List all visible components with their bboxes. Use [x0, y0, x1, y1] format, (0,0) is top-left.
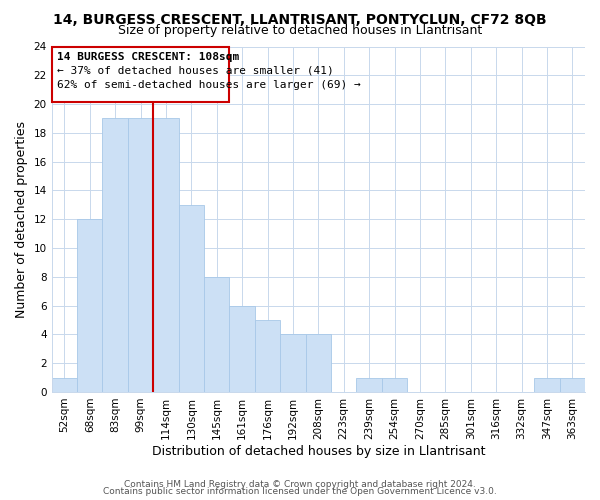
Bar: [560, 378, 585, 392]
Bar: [534, 378, 560, 392]
Text: 62% of semi-detached houses are larger (69) →: 62% of semi-detached houses are larger (…: [57, 80, 361, 90]
Text: Contains HM Land Registry data © Crown copyright and database right 2024.: Contains HM Land Registry data © Crown c…: [124, 480, 476, 489]
FancyBboxPatch shape: [52, 46, 229, 102]
Bar: [103, 118, 128, 392]
Bar: [153, 118, 179, 392]
Bar: [229, 306, 255, 392]
Bar: [77, 219, 103, 392]
Bar: [255, 320, 280, 392]
Bar: [204, 277, 229, 392]
Text: Size of property relative to detached houses in Llantrisant: Size of property relative to detached ho…: [118, 24, 482, 37]
Bar: [382, 378, 407, 392]
Text: 14 BURGESS CRESCENT: 108sqm: 14 BURGESS CRESCENT: 108sqm: [57, 52, 239, 62]
Text: ← 37% of detached houses are smaller (41): ← 37% of detached houses are smaller (41…: [57, 66, 334, 76]
Text: Contains public sector information licensed under the Open Government Licence v3: Contains public sector information licen…: [103, 488, 497, 496]
Bar: [128, 118, 153, 392]
Text: 14, BURGESS CRESCENT, LLANTRISANT, PONTYCLUN, CF72 8QB: 14, BURGESS CRESCENT, LLANTRISANT, PONTY…: [53, 12, 547, 26]
Y-axis label: Number of detached properties: Number of detached properties: [15, 120, 28, 318]
Bar: [179, 205, 204, 392]
Bar: [305, 334, 331, 392]
Bar: [356, 378, 382, 392]
Bar: [280, 334, 305, 392]
Bar: [52, 378, 77, 392]
X-axis label: Distribution of detached houses by size in Llantrisant: Distribution of detached houses by size …: [152, 444, 485, 458]
